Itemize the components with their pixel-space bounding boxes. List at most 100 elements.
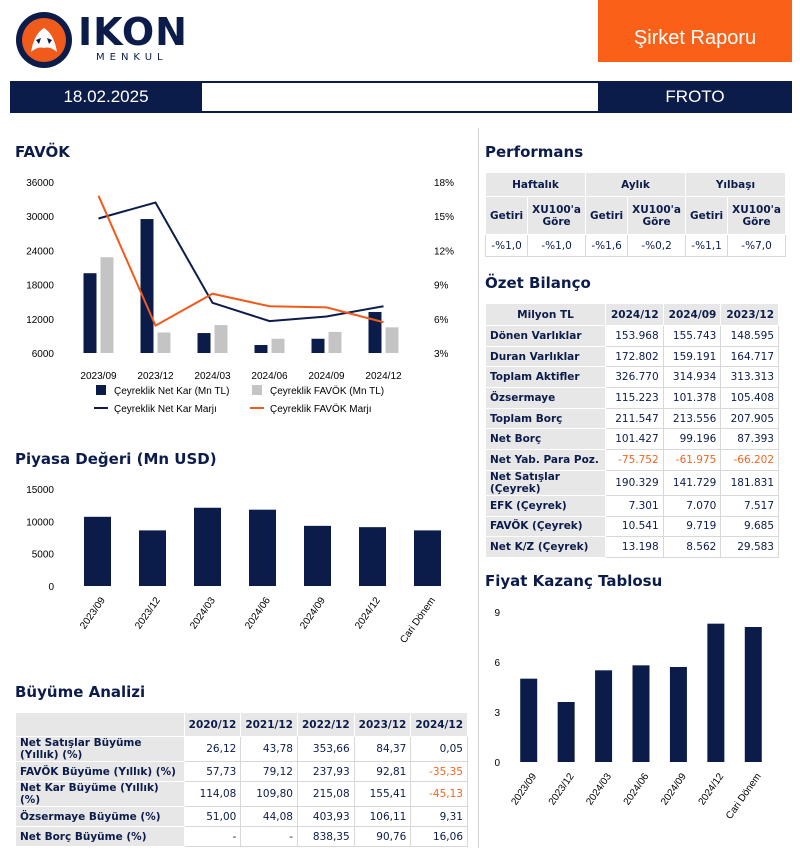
- buyume-table: 2020/12 2021/12 2022/12 2023/12 2024/12 …: [15, 712, 468, 847]
- ticker: FROTO: [598, 81, 792, 113]
- buyume-cell: 106,11: [353, 806, 412, 827]
- bilanco-header: 2024/12: [605, 303, 664, 326]
- favok-legend-label: Çeyreklik FAVÖK Marjı: [270, 403, 372, 415]
- buyume-cell: 114,08: [183, 781, 242, 807]
- favok-favok-bar: [271, 338, 285, 353]
- piyasa-bar: [249, 509, 276, 586]
- performans-group: Aylık: [584, 172, 686, 197]
- bilanco-cell: 105.408: [720, 387, 779, 409]
- bilanco-row-label: Toplam Borç: [485, 407, 606, 430]
- favok-xtick: 2023/12: [137, 371, 174, 382]
- bilanco-row: Net Yab. Para Poz. -75.752 -61.975 -66.202: [485, 449, 779, 471]
- piyasa-xtick: 2023/09: [78, 595, 108, 631]
- bilanco-cell: 314.934: [662, 366, 722, 389]
- fk-bar: [520, 678, 538, 762]
- report-date-text: 18.02.2025: [63, 87, 149, 106]
- favok-ytick-left: 12000: [26, 315, 54, 326]
- performans-value: -%1,6: [584, 234, 629, 257]
- favok-legend-label: Çeyreklik FAVÖK (Mn TL): [270, 385, 384, 397]
- buyume-row-label: Özsermaye Büyüme (%): [15, 806, 185, 827]
- buyume-cell: 57,73: [183, 761, 242, 782]
- performans-value: -%1,1: [684, 234, 729, 257]
- bilanco-header: Milyon TL: [485, 303, 606, 326]
- legend-swatch-icon: [96, 385, 106, 395]
- piyasa-bar: [84, 516, 111, 586]
- favok-xtick: 2024/06: [251, 371, 288, 382]
- bilanco-header-row: Milyon TL 2024/12 2024/09 2023/12: [485, 303, 779, 326]
- fk-xtick: 2024/09: [659, 771, 689, 807]
- piyasa-bar: [304, 525, 331, 586]
- favok-netkar-bar: [83, 273, 97, 353]
- favok-ytick-left: 6000: [32, 349, 55, 360]
- buyume-header: 2024/12: [410, 712, 468, 737]
- bilanco-row: Toplam Borç 211.547 213.556 207.905: [485, 407, 779, 430]
- buyume-row: Net Kar Büyüme (Yıllık) (%) 114,08 109,80 2…: [15, 781, 468, 807]
- bilanco-title: Özet Bilanço: [485, 274, 591, 292]
- bilanco-row-label: Net Borç: [485, 428, 606, 451]
- buyume-cell: 44,08: [240, 806, 298, 827]
- piyasa-title: Piyasa Değeri (Mn USD): [15, 450, 217, 468]
- buyume-cell: 43,78: [240, 736, 298, 762]
- bilanco-cell: 7.517: [720, 494, 779, 517]
- column-divider: [478, 128, 479, 848]
- bilanco-row-label: Dönen Varlıklar: [485, 325, 606, 347]
- piyasa-ytick: 10000: [26, 517, 54, 528]
- performans-table: Haftalık Aylık Yılbaşı Getiri XU100'a Gö…: [484, 172, 786, 257]
- buyume-header: 2023/12: [353, 712, 412, 737]
- bilanco-cell: 181.831: [720, 469, 779, 496]
- bilanco-row-label: EFK (Çeyrek): [485, 494, 606, 517]
- fk-xtick: 2024/06: [622, 771, 652, 807]
- piyasa-bar: [139, 530, 166, 586]
- bilanco-cell: 172.802: [605, 345, 664, 368]
- header-bar: [10, 81, 792, 113]
- performans-value: -%1,0: [484, 234, 529, 257]
- performans-sub: XU100'a Göre: [527, 196, 586, 235]
- bilanco-cell: 101.378: [662, 387, 722, 409]
- piyasa-xtick: 2024/12: [353, 595, 383, 631]
- performans-sub: Getiri: [684, 196, 729, 235]
- fk-ytick: 0: [494, 758, 500, 769]
- bilanco-row-label: FAVÖK (Çeyrek): [485, 515, 606, 538]
- bilanco-row: Net Borç 101.427 99.196 87.393: [485, 428, 779, 451]
- favok-netkar-margin-line: [98, 201, 384, 323]
- favok-ytick-right: 6%: [434, 315, 449, 326]
- fk-title: Fiyat Kazanç Tablosu: [485, 572, 663, 590]
- bilanco-cell: 7.301: [605, 494, 664, 517]
- bilanco-cell: 313.313: [720, 366, 779, 389]
- ticker-text: FROTO: [665, 87, 725, 106]
- buyume-cell: 90,76: [353, 826, 412, 847]
- bilanco-row: EFK (Çeyrek) 7.301 7.070 7.517: [485, 494, 779, 517]
- performans-sub: XU100'a Göre: [727, 196, 786, 235]
- bilanco-cell: 148.595: [720, 325, 779, 347]
- favok-netkar-bar: [368, 311, 382, 353]
- favok-favok-bar: [157, 332, 171, 353]
- favok-netkar-bar: [140, 219, 154, 353]
- favok-favok-margin-line: [97, 195, 384, 328]
- favok-favok-bar: [385, 327, 399, 353]
- buyume-cell: 403,93: [296, 806, 355, 827]
- fk-xtick: 2024/12: [697, 771, 727, 807]
- performans-title: Performans: [485, 143, 584, 161]
- bilanco-row-label: Duran Varlıklar: [485, 345, 606, 368]
- piyasa-bar: [414, 530, 441, 586]
- buyume-header: 2021/12: [240, 712, 298, 737]
- favok-ytick-left: 30000: [26, 212, 54, 223]
- brand-sub: MENKUL: [96, 52, 168, 63]
- favok-legend-label: Çeyreklik Net Kar Marjı: [114, 404, 217, 415]
- bilanco-cell: 153.968: [605, 325, 664, 347]
- buyume-header: 2022/12: [296, 712, 355, 737]
- buyume-row-label: Net Borç Büyüme (%): [15, 826, 185, 847]
- performans-group: Yılbaşı: [684, 172, 786, 197]
- piyasa-xtick: 2024/06: [243, 595, 273, 631]
- buyume-row: FAVÖK Büyüme (Yıllık) (%) 57,73 79,12 237,9…: [15, 761, 468, 782]
- fk-xtick: 2024/03: [584, 771, 614, 807]
- bilanco-row-label: Net Yab. Para Poz.: [485, 449, 606, 471]
- brand-logo: IKON MENKUL: [14, 8, 187, 72]
- favok-ytick-left: 36000: [26, 178, 54, 189]
- performans-sub: Getiri: [584, 196, 629, 235]
- buyume-cell: 838,35: [296, 826, 355, 847]
- bilanco-cell: 164.717: [720, 345, 779, 368]
- piyasa-xtick: 2023/12: [133, 595, 163, 631]
- favok-xtick: 2023/09: [80, 371, 117, 382]
- bilanco-cell: 115.223: [605, 387, 664, 409]
